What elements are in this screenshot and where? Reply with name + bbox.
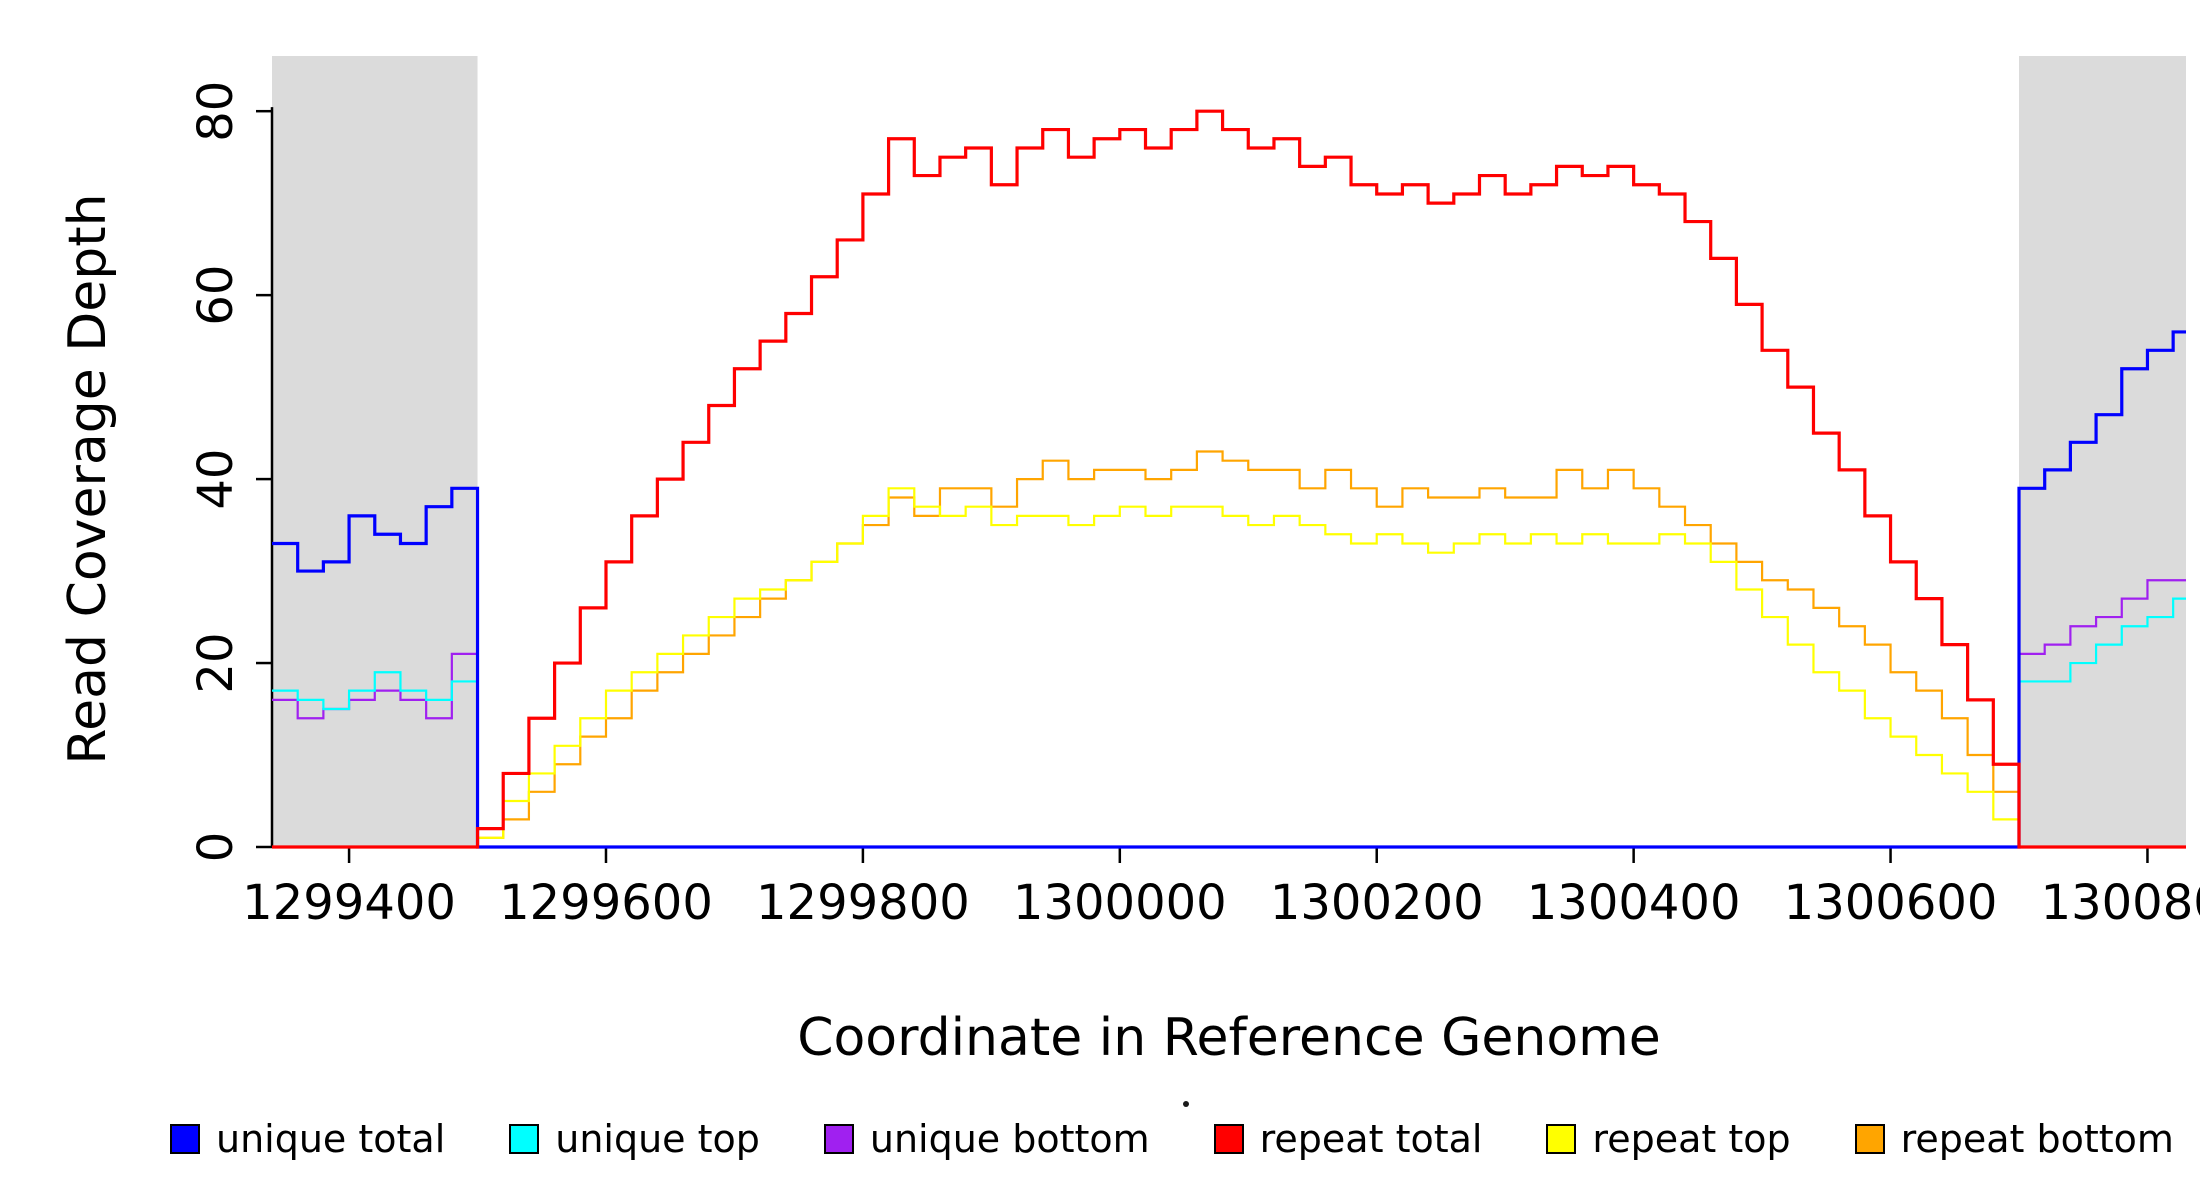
legend-item-unique-bottom: unique bottom bbox=[823, 1117, 1150, 1161]
series-line-unique-total bbox=[272, 330, 2186, 849]
legend-swatch bbox=[823, 1124, 854, 1154]
y-tick-label: 80 bbox=[188, 81, 244, 142]
legend-swatch bbox=[170, 1124, 200, 1154]
legend-label: unique top bbox=[555, 1117, 760, 1161]
y-tick-label: 0 bbox=[188, 832, 244, 863]
series-line-unique-bottom bbox=[272, 579, 2186, 849]
y-tick-label: 20 bbox=[188, 633, 244, 694]
x-tick-label: 1300800 bbox=[2041, 875, 2200, 931]
legend-label: unique total bbox=[216, 1117, 446, 1161]
y-tick-label: 40 bbox=[188, 449, 244, 510]
y-tick-label: 60 bbox=[188, 265, 244, 326]
legend-item-repeat-bottom: repeat bottom bbox=[1854, 1117, 2174, 1161]
x-tick-label: 1299800 bbox=[756, 875, 970, 931]
stray-point bbox=[1183, 1101, 1189, 1107]
y-axis-title: Read Coverage Depth bbox=[58, 193, 118, 765]
x-axis-title: Coordinate in Reference Genome bbox=[797, 1008, 1661, 1068]
shaded-region bbox=[272, 56, 478, 847]
legend-item-repeat-top: repeat top bbox=[1546, 1117, 1791, 1161]
series-line-repeat-bottom bbox=[272, 450, 2186, 849]
shaded-region bbox=[2019, 56, 2186, 847]
series-line-repeat-top bbox=[272, 487, 2186, 849]
x-tick-label: 1300600 bbox=[1784, 875, 1998, 931]
legend-label: repeat top bbox=[1592, 1117, 1791, 1161]
legend-swatch bbox=[1546, 1124, 1577, 1154]
x-tick-label: 1300200 bbox=[1270, 875, 1484, 931]
x-tick-label: 1300400 bbox=[1527, 875, 1741, 931]
legend-swatch bbox=[509, 1124, 540, 1154]
x-tick-label: 1300000 bbox=[1013, 875, 1227, 931]
legend-item-unique-total: unique total bbox=[170, 1117, 445, 1161]
series-line-repeat-total bbox=[272, 109, 2186, 849]
legend-item-unique-top: unique top bbox=[509, 1117, 760, 1161]
legend-label: repeat total bbox=[1259, 1117, 1483, 1161]
legend-item-repeat-total: repeat total bbox=[1213, 1117, 1483, 1161]
legend: unique total unique top unique bottom repea… bbox=[170, 1117, 2174, 1161]
x-tick-label: 1299600 bbox=[499, 875, 713, 931]
legend-swatch bbox=[1854, 1124, 1885, 1154]
legend-label: unique bottom bbox=[869, 1117, 1150, 1161]
series-line-unique-top bbox=[272, 597, 2186, 849]
legend-label: repeat bottom bbox=[1900, 1117, 2174, 1161]
x-tick-label: 1299400 bbox=[242, 875, 456, 931]
legend-swatch bbox=[1213, 1124, 1244, 1154]
